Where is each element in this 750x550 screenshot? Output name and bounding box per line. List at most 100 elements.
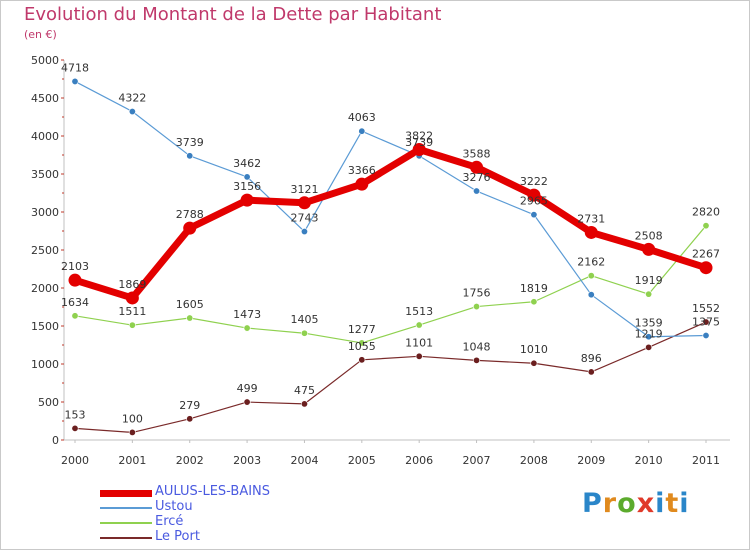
data-label: 3739	[405, 136, 433, 149]
data-label: 2731	[577, 212, 605, 225]
data-point	[530, 211, 538, 219]
data-point	[300, 228, 308, 236]
data-point	[470, 160, 484, 174]
data-point	[473, 356, 481, 364]
chart-title: Evolution du Montant de la Dette par Hab…	[24, 4, 442, 25]
data-label: 4718	[61, 61, 89, 74]
data-point	[587, 272, 595, 280]
data-point	[355, 177, 369, 191]
data-label: 1869	[118, 278, 146, 291]
data-point	[530, 298, 538, 306]
data-point	[300, 400, 308, 408]
legend-label: AULUS-LES-BAINS	[155, 484, 271, 499]
data-point	[530, 359, 538, 367]
chart-subtitle: (en €)	[24, 28, 57, 41]
x-tick-label: 2000	[61, 454, 89, 467]
data-point	[415, 352, 423, 360]
data-point	[358, 356, 366, 364]
y-tick-label: 5000	[31, 54, 59, 67]
data-point	[125, 291, 139, 305]
data-label: 100	[122, 412, 143, 425]
data-point	[243, 324, 251, 332]
data-point	[412, 143, 426, 157]
data-label: 279	[179, 399, 200, 412]
data-point	[587, 368, 595, 376]
y-tick-label: 4000	[31, 130, 59, 143]
data-point	[300, 329, 308, 337]
data-point	[584, 225, 598, 239]
data-label: 3462	[233, 157, 261, 170]
legend-label: Ercé	[155, 514, 184, 529]
data-label: 3366	[348, 164, 376, 177]
data-point	[243, 398, 251, 406]
data-label: 2820	[692, 206, 720, 219]
data-label: 1552	[692, 302, 720, 315]
x-tick-label: 2006	[405, 454, 433, 467]
legend-label: Ustou	[155, 499, 193, 514]
y-tick-label: 2000	[31, 282, 59, 295]
data-label: 1277	[348, 323, 376, 336]
data-point	[71, 312, 79, 320]
data-label: 3739	[176, 136, 204, 149]
data-labels: 2103 1869 2788 3156 3121 3366 3822 3588 3222 2731…	[61, 61, 720, 425]
data-point	[587, 291, 595, 299]
data-label: 896	[581, 352, 602, 365]
data-label: 4063	[348, 111, 376, 124]
data-point	[645, 343, 653, 351]
data-label: 3222	[520, 175, 548, 188]
legend-swatch	[100, 537, 152, 539]
data-label: 2788	[176, 208, 204, 221]
data-point	[243, 173, 251, 181]
chart-axes: 0 500 1000 1500 2000 2500 3000 3500 4000 4500 5000…	[31, 54, 730, 467]
data-point	[645, 290, 653, 298]
data-point	[415, 321, 423, 329]
x-tick-label: 2005	[348, 454, 376, 467]
data-label: 1055	[348, 340, 376, 353]
y-tick-label: 1500	[31, 320, 59, 333]
data-label: 2103	[61, 260, 89, 273]
data-label: 2508	[635, 229, 663, 242]
data-point	[527, 188, 541, 202]
x-tick-label: 2003	[233, 454, 261, 467]
data-point	[183, 221, 197, 235]
x-tick-label: 2001	[118, 454, 146, 467]
x-tick-label: 2009	[577, 454, 605, 467]
x-tick-label: 2004	[290, 454, 318, 467]
y-tick-label: 4500	[31, 92, 59, 105]
x-tick-label: 2010	[635, 454, 663, 467]
data-label: 1219	[635, 327, 663, 340]
data-label: 1375	[692, 316, 720, 329]
data-label: 1048	[463, 340, 491, 353]
data-label: 3822	[405, 130, 433, 143]
proxiti-logo: Proxiti	[582, 488, 690, 519]
data-point	[297, 196, 311, 210]
data-point	[128, 428, 136, 436]
data-label: 2965	[520, 195, 548, 208]
data-point	[702, 318, 710, 326]
data-label: 1511	[118, 305, 146, 318]
data-point	[645, 333, 653, 341]
series-points	[68, 77, 713, 436]
data-label: 1634	[61, 296, 89, 309]
legend-swatch	[100, 522, 152, 524]
data-point	[68, 273, 82, 287]
data-point	[473, 187, 481, 195]
y-tick-label: 1000	[31, 358, 59, 371]
data-label: 1513	[405, 305, 433, 318]
data-label: 3121	[290, 183, 318, 196]
data-point	[358, 127, 366, 135]
y-tick-label: 500	[38, 396, 59, 409]
x-tick-label: 2002	[176, 454, 204, 467]
y-tick-label: 0	[52, 434, 59, 447]
legend-label: Le Port	[155, 529, 200, 544]
data-point	[358, 339, 366, 347]
data-label: 2743	[290, 212, 318, 225]
data-point	[71, 424, 79, 432]
data-label: 153	[65, 408, 86, 421]
series-line	[74, 225, 707, 344]
data-point	[699, 261, 713, 275]
x-tick-label: 2007	[463, 454, 491, 467]
x-tick-label: 2011	[692, 454, 720, 467]
